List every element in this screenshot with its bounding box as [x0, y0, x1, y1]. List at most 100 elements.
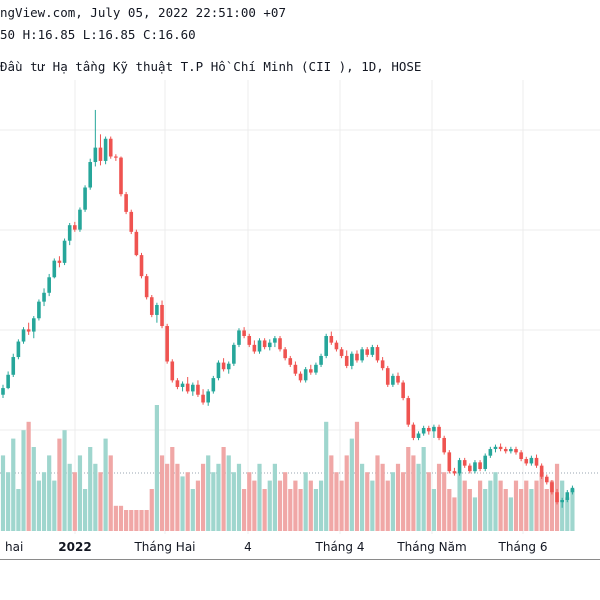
volume-bar [534, 480, 539, 531]
candle [560, 497, 564, 508]
volume-bar [0, 455, 6, 531]
candle-body [288, 358, 293, 365]
candle [411, 422, 416, 441]
candle [57, 256, 62, 268]
volume-bar [262, 489, 267, 531]
candle-body [365, 349, 370, 355]
volume-bar [154, 405, 159, 531]
candle [160, 300, 164, 329]
volume-bar [436, 463, 442, 531]
watermark-line: ngView.com, July 05, 2022 22:51:00 +07 [0, 5, 286, 20]
volume-bar [298, 489, 303, 531]
candle [273, 336, 277, 348]
candle-body [355, 353, 359, 361]
candle-body [529, 457, 534, 464]
candle-body [493, 446, 498, 450]
volume-bar [308, 480, 313, 531]
candle-body [247, 336, 252, 345]
volume-bar [472, 497, 478, 531]
candle-body [411, 424, 416, 438]
candle [149, 295, 154, 318]
volume-bar [529, 489, 534, 531]
candle-body [252, 344, 257, 352]
candle [175, 378, 180, 390]
candle-body [26, 329, 31, 332]
candle-body [57, 260, 62, 263]
volume-bar [277, 480, 283, 531]
volume-bar [67, 463, 72, 531]
candle-body [73, 225, 77, 230]
candle [473, 460, 477, 474]
candle [509, 446, 513, 454]
volume-bar [16, 489, 21, 531]
volume-bar [134, 510, 139, 531]
candle [334, 340, 339, 352]
candle-body [334, 342, 339, 350]
candle [544, 474, 549, 485]
candle-body [129, 211, 134, 232]
volume-bar [539, 472, 544, 531]
candle [555, 488, 559, 505]
candle-body [452, 471, 457, 474]
volume-bar [47, 455, 52, 531]
volume-bar [380, 463, 385, 531]
candle [47, 273, 51, 297]
candle-body [488, 449, 493, 456]
candle [442, 435, 446, 455]
candle-body [273, 338, 277, 343]
candle-body [267, 342, 272, 348]
candle-body [206, 391, 210, 403]
candle [437, 424, 441, 441]
volume-bar [272, 463, 277, 531]
volume-bar [139, 510, 144, 531]
volume-bar [98, 472, 103, 531]
candle [37, 299, 41, 321]
volume-bar [185, 472, 190, 531]
volume-bar [365, 472, 370, 531]
volume-bar [62, 430, 67, 531]
volume-bar [41, 472, 47, 531]
volume-bar [144, 510, 149, 531]
candle-body [380, 360, 385, 369]
candle-body [185, 383, 190, 392]
candle-body [509, 449, 513, 452]
volume-bar [124, 510, 129, 531]
candle [62, 238, 67, 266]
candle-body [329, 336, 334, 343]
volume-bar [570, 489, 575, 531]
candle-body [278, 338, 282, 350]
candle-body [421, 427, 426, 434]
candle-body [303, 369, 308, 381]
volume-bar [36, 480, 42, 531]
volume-bar [175, 463, 180, 531]
candle [267, 339, 272, 351]
volume-bar [370, 480, 375, 531]
candle [452, 467, 457, 476]
volume-bar [467, 489, 472, 531]
candle [262, 338, 267, 350]
candle [355, 350, 359, 363]
candle-body [226, 363, 231, 370]
x-axis-label: hai [5, 540, 23, 554]
candle [226, 361, 231, 374]
candle [185, 377, 190, 394]
volume-bar [221, 447, 226, 531]
volume-bar [426, 472, 431, 531]
volume-bar [247, 472, 252, 531]
volume-bar [421, 447, 426, 531]
volume-bar [354, 421, 360, 531]
candle [519, 450, 523, 462]
candle-body [534, 457, 539, 466]
candle [211, 375, 216, 394]
candle [73, 221, 77, 232]
candle [257, 338, 262, 354]
volume-bar [129, 510, 134, 531]
candle [42, 288, 46, 307]
candle-body [124, 194, 128, 212]
candle-body [211, 378, 216, 392]
volume-bar [349, 438, 354, 531]
candle [201, 389, 205, 405]
candle-body [314, 364, 318, 373]
candle [375, 344, 380, 363]
